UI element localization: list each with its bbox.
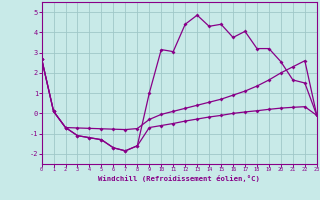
- X-axis label: Windchill (Refroidissement éolien,°C): Windchill (Refroidissement éolien,°C): [98, 175, 260, 182]
